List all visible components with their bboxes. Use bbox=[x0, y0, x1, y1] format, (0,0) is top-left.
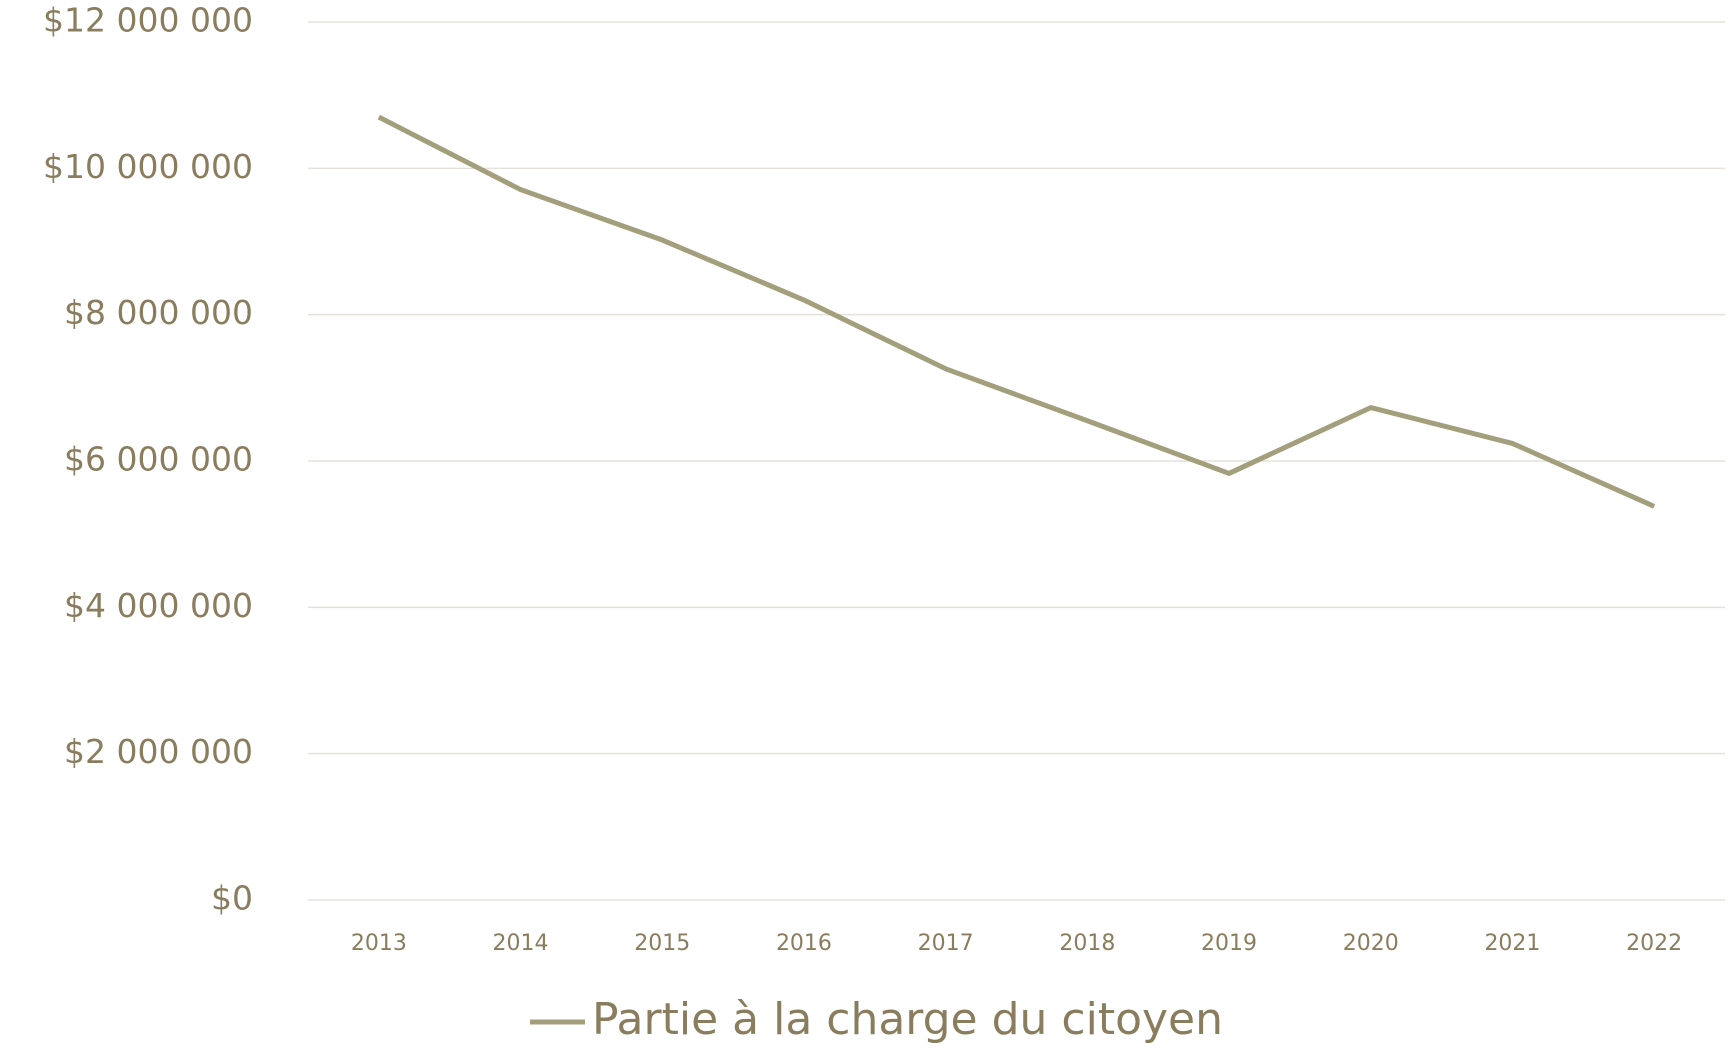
x-tick-label: 2019 bbox=[1201, 931, 1257, 956]
x-tick-label: 2018 bbox=[1059, 931, 1115, 956]
y-tick-label: $2 000 000 bbox=[64, 732, 253, 771]
x-tick-label: 2021 bbox=[1484, 931, 1540, 956]
y-tick-label: $0 bbox=[211, 879, 253, 918]
x-tick-label: 2014 bbox=[493, 931, 549, 956]
y-tick-label: $10 000 000 bbox=[43, 147, 253, 186]
y-tick-label: $12 000 000 bbox=[43, 1, 253, 40]
line bbox=[377, 114, 1656, 509]
legend-label: Partie à la charge du citoyen bbox=[592, 994, 1223, 1045]
x-tick-label: 2022 bbox=[1626, 931, 1682, 956]
x-tick-label: 2013 bbox=[351, 931, 407, 956]
x-tick-label: 2020 bbox=[1343, 931, 1399, 956]
x-tick-label: 2017 bbox=[918, 931, 974, 956]
y-tick-label: $6 000 000 bbox=[64, 440, 253, 479]
y-tick-label: $4 000 000 bbox=[64, 586, 253, 625]
x-tick-label: 2016 bbox=[776, 931, 832, 956]
y-tick-label: $8 000 000 bbox=[64, 293, 253, 332]
x-tick-label: 2015 bbox=[634, 931, 690, 956]
